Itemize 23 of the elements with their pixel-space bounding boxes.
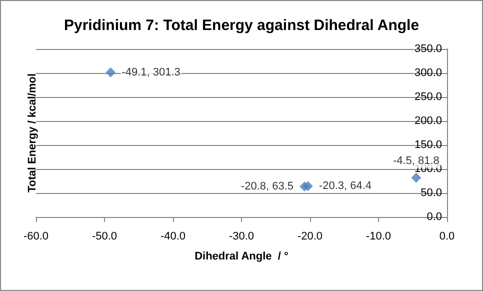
data-label: -20.8, 63.5 xyxy=(240,180,294,193)
x-tick-label: 0.0 xyxy=(439,230,455,242)
y-tick-label: 50.0 xyxy=(420,187,442,199)
chart-title: Pyridinium 7: Total Energy against Dihedral Angle xyxy=(64,17,420,34)
x-tick-label: -20.0 xyxy=(297,230,323,242)
point xyxy=(106,67,116,78)
y-tick-label: 300.0 xyxy=(414,67,442,79)
x-tick-label: -30.0 xyxy=(228,230,254,242)
data-label: -20.3, 64.4 xyxy=(318,180,372,192)
x-tick-label: -40.0 xyxy=(160,230,186,242)
x-tick-label: -50.0 xyxy=(92,230,118,242)
y-axis-title: Total Energy / kcal/mol xyxy=(26,74,38,192)
x-axis-title: Dihedral Angle / ° xyxy=(194,250,288,262)
x-tick-label: -10.0 xyxy=(366,230,392,242)
y-tick-label: 0.0 xyxy=(426,211,442,223)
data-label: -49.1, 301.3 xyxy=(122,66,180,78)
point xyxy=(302,181,313,192)
y-tick-label: 350.0 xyxy=(414,43,442,55)
point xyxy=(411,172,422,183)
y-tick-label: 200.0 xyxy=(414,115,442,127)
x-tick-label: -60.0 xyxy=(23,230,49,242)
y-tick-label: 250.0 xyxy=(414,91,442,103)
y-tick-label: 150.0 xyxy=(414,139,442,151)
